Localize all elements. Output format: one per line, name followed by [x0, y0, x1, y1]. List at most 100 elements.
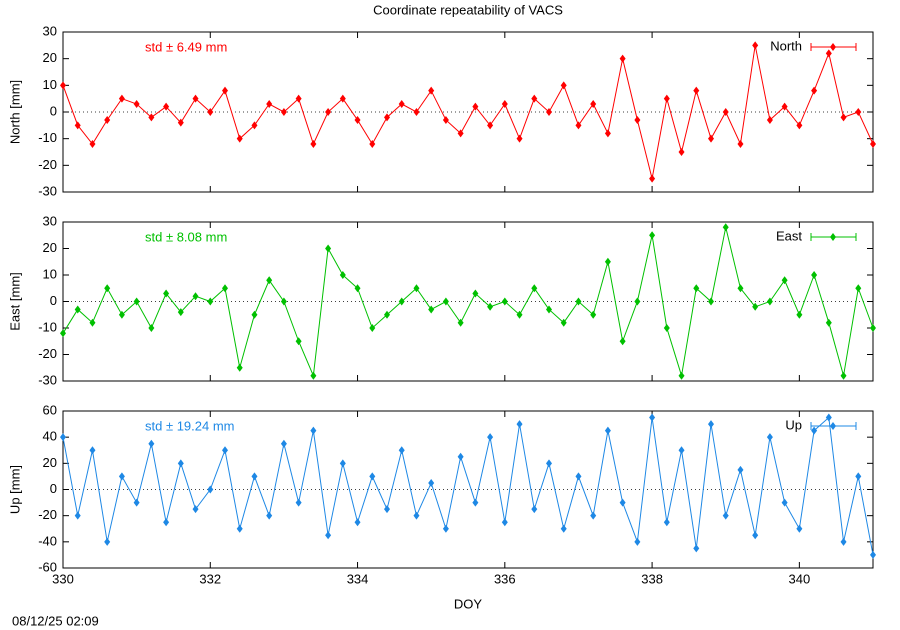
data-point — [590, 100, 597, 108]
data-point — [428, 305, 435, 314]
data-point — [501, 518, 508, 527]
series-line — [62, 45, 874, 179]
y-tick-label: 20 — [43, 240, 57, 255]
y-tick-label: -60 — [38, 559, 57, 574]
y-tick-label: 30 — [43, 23, 57, 38]
data-point — [222, 86, 228, 95]
data-point — [354, 518, 361, 527]
data-point — [619, 337, 626, 346]
data-point — [693, 544, 700, 553]
data-point — [295, 498, 302, 507]
data-point — [177, 459, 184, 468]
data-point — [74, 511, 81, 520]
data-point — [590, 511, 597, 520]
data-point — [766, 433, 773, 442]
data-point — [384, 113, 390, 122]
legend-label: North — [770, 38, 802, 53]
data-point — [575, 297, 582, 306]
data-point — [855, 284, 862, 293]
data-point — [678, 371, 685, 380]
data-point — [840, 537, 847, 546]
data-point — [118, 94, 125, 103]
annotation: std ± 6.49 mm — [145, 39, 227, 54]
data-point — [575, 472, 582, 481]
data-point — [870, 324, 876, 332]
legend-marker — [830, 233, 836, 241]
data-point — [796, 310, 803, 319]
data-point — [222, 446, 228, 455]
data-point — [398, 297, 405, 306]
data-point — [325, 244, 332, 253]
data-point — [354, 116, 361, 124]
y-tick-label: 0 — [50, 481, 57, 496]
data-point — [825, 49, 832, 58]
data-point — [118, 472, 125, 481]
y-tick-label: 60 — [43, 402, 57, 417]
data-point — [280, 439, 287, 448]
data-point — [251, 121, 258, 130]
data-point — [766, 116, 773, 124]
data-point — [177, 118, 184, 127]
series-line — [62, 416, 874, 556]
data-point — [531, 284, 538, 293]
data-point — [163, 289, 170, 298]
y-tick-label: -20 — [38, 507, 57, 522]
data-point — [708, 297, 714, 306]
data-point — [516, 310, 523, 319]
y-tick-label: -40 — [38, 533, 57, 548]
data-point — [825, 413, 832, 422]
y-tick-label: 10 — [43, 266, 57, 281]
data-point — [369, 140, 376, 148]
data-point — [133, 100, 140, 108]
data-point — [310, 371, 317, 380]
data-point — [737, 140, 744, 148]
data-point — [104, 284, 111, 293]
data-point — [192, 505, 199, 514]
data-point — [487, 433, 494, 442]
data-point — [708, 134, 714, 143]
data-point — [546, 108, 552, 116]
data-point — [825, 318, 832, 327]
data-point — [501, 297, 508, 306]
data-point — [796, 524, 803, 533]
legend-marker — [830, 422, 836, 430]
data-point — [398, 100, 405, 108]
data-point — [413, 284, 420, 293]
data-point — [428, 86, 435, 95]
data-point — [634, 116, 641, 124]
data-point — [413, 511, 420, 520]
data-point — [369, 472, 376, 481]
y-tick-label: -20 — [38, 157, 57, 172]
data-point — [531, 505, 538, 514]
data-point — [649, 174, 656, 183]
data-point — [148, 439, 155, 448]
legend-marker — [830, 43, 836, 51]
data-point — [722, 223, 729, 232]
data-point — [457, 129, 464, 138]
data-point — [207, 108, 214, 116]
x-tick-label: 336 — [494, 571, 516, 586]
data-point — [663, 94, 670, 103]
data-point — [266, 100, 273, 108]
data-point — [442, 297, 449, 306]
data-point — [472, 289, 479, 298]
data-point — [384, 310, 390, 319]
data-point — [487, 302, 494, 311]
y-axis-label: Up [mm] — [7, 465, 22, 514]
data-point — [781, 102, 788, 111]
data-point — [133, 498, 140, 507]
data-point — [737, 465, 744, 474]
y-tick-label: 30 — [43, 213, 57, 228]
data-point — [60, 433, 66, 442]
data-point — [737, 284, 744, 293]
data-point — [649, 231, 656, 240]
data-point — [604, 257, 611, 266]
data-point — [663, 324, 670, 332]
data-point — [634, 297, 641, 306]
x-tick-label: 340 — [789, 571, 811, 586]
data-point — [516, 134, 523, 143]
data-point — [560, 81, 567, 90]
data-point — [855, 472, 862, 481]
data-point — [811, 426, 818, 435]
